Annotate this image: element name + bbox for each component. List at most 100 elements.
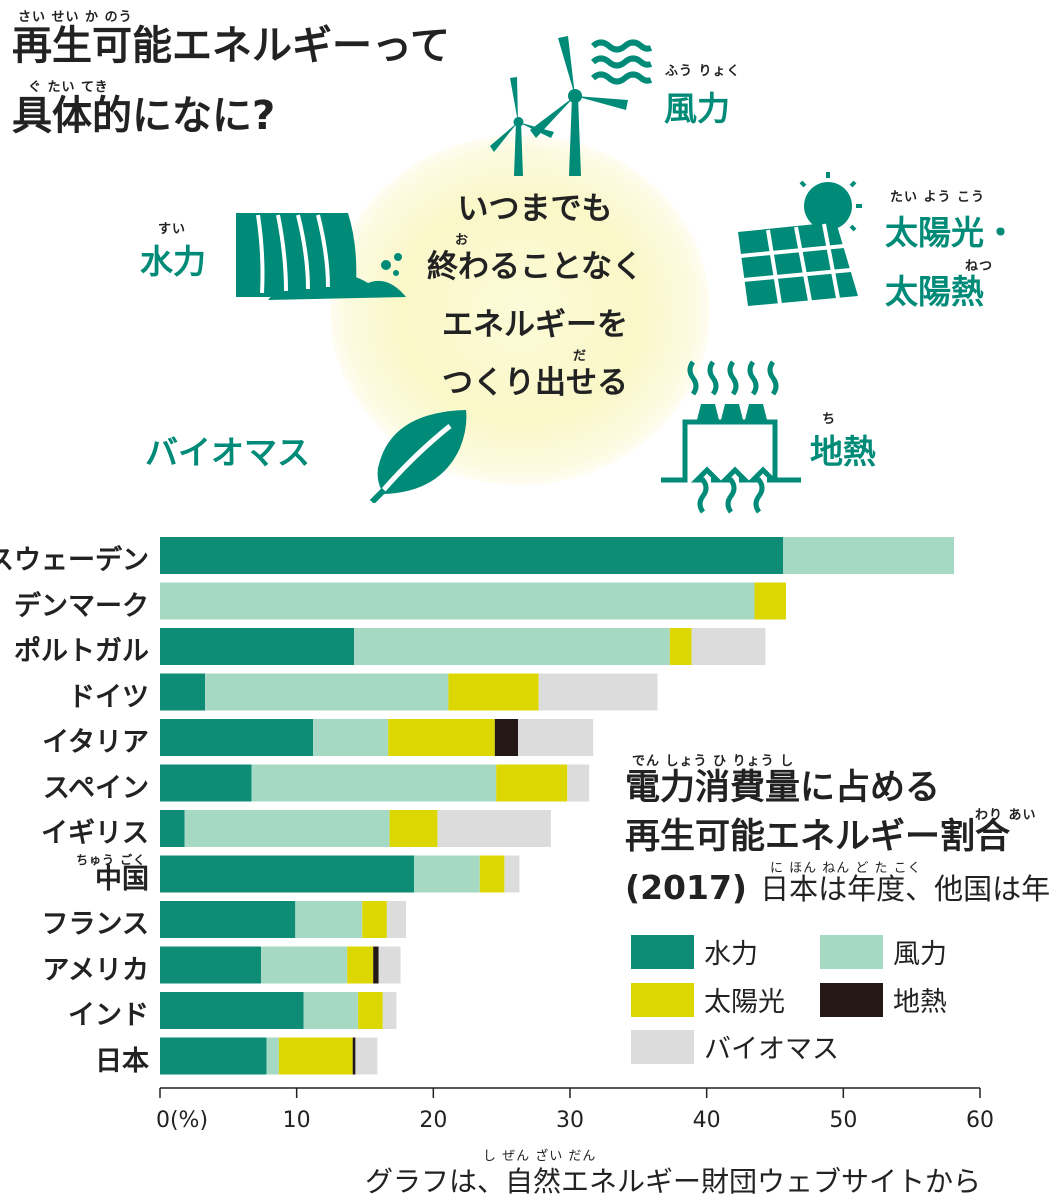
bar-segment <box>160 810 185 847</box>
country-label: デンマーク <box>14 590 149 622</box>
geothermal-label: 地熱 <box>810 432 876 471</box>
bar-segment <box>261 946 348 984</box>
headline-line-2: 具体的になに? <box>12 93 276 139</box>
bar-segment <box>160 719 314 756</box>
waterfall-icon <box>236 213 406 300</box>
center-glow <box>330 135 710 485</box>
bar-segment <box>389 810 438 847</box>
bar-segment <box>160 628 355 665</box>
headline-ruby-1: さい せい か のう <box>18 10 133 25</box>
bar-segment <box>352 1037 356 1075</box>
bar-segment <box>386 901 406 938</box>
bar-segment <box>160 901 296 938</box>
source-ruby: し ぜん ざい だん <box>483 1149 597 1164</box>
bar-segment <box>437 810 551 847</box>
center-message-line-4: つくり出せる <box>442 365 628 401</box>
country-label: インド <box>68 1000 149 1031</box>
legend-swatch <box>631 1029 694 1064</box>
bar-segment <box>538 673 658 711</box>
panel-title-line-2: 再生可能エネルギー割合 <box>625 817 1011 857</box>
panel-ruby-1: でん しょう ひ りょう し <box>632 754 795 769</box>
legend-item: 水力 <box>631 932 758 971</box>
x-tick-label: 10 <box>282 1108 311 1133</box>
biomass-label: バイオマス <box>145 433 310 472</box>
bar-segment <box>494 719 519 756</box>
bar-segment <box>251 764 497 802</box>
legend-label: バイオマス <box>704 1034 839 1065</box>
bar-segment <box>414 855 480 893</box>
legend-swatch <box>631 982 694 1017</box>
bar-segment <box>358 992 383 1029</box>
legend-swatch <box>631 934 694 969</box>
bar-segment <box>691 628 766 665</box>
legend-swatch <box>820 934 883 969</box>
bar-segment <box>160 673 206 711</box>
center-message-line-3: エネルギーを <box>442 307 628 343</box>
bar-segment <box>382 992 397 1029</box>
bar-segment <box>160 537 784 574</box>
headline-line-1: 再生可能エネルギーって <box>12 23 450 69</box>
bar-segment <box>313 719 389 756</box>
legend-item: 太陽光 <box>631 980 785 1019</box>
wind-ruby: ふう りょく <box>665 64 741 79</box>
center-message: いつまでも 終わることなく エネルギーを つくり出せる <box>390 180 680 412</box>
solar-label-1: 太陽光・ <box>885 213 1017 252</box>
bar-segment <box>355 1037 378 1075</box>
wind-turbine-icon <box>490 36 653 176</box>
x-tick-label: 30 <box>556 1108 584 1133</box>
bar-segment <box>754 582 786 620</box>
panel-title-line-1: 電力消費量に占める <box>625 768 941 808</box>
bar-segment <box>504 855 520 893</box>
china-ruby: ちゅう ごく <box>76 853 147 867</box>
legend-swatch <box>820 982 883 1017</box>
panel-year-row: (2017) 日本は年度、他国は年 <box>625 866 1050 908</box>
bar-segment <box>448 673 539 711</box>
solar-ruby-1: たい よう こう <box>890 190 986 205</box>
bar-segment <box>354 628 670 665</box>
bar-segment <box>378 946 401 984</box>
hydro-ruby: すい <box>158 222 187 237</box>
country-label: アメリカ <box>42 954 149 986</box>
solar-panel-icon <box>738 172 862 306</box>
country-label: イギリス <box>41 818 149 849</box>
country-label: フランス <box>41 909 149 940</box>
leaf-icon <box>370 410 467 503</box>
x-tick-label: 50 <box>829 1108 858 1133</box>
bar-segment <box>160 992 304 1029</box>
bar-segment <box>347 946 374 984</box>
country-label: イタリア <box>42 727 149 758</box>
center-message-line-2: 終わることなく <box>426 249 644 285</box>
bar-segment <box>278 1037 353 1075</box>
geothermal-plant-icon <box>661 360 801 514</box>
x-tick-label: 20 <box>419 1108 448 1133</box>
bar-segment <box>388 719 495 756</box>
legend-item: 風力 <box>820 932 947 971</box>
bar-segment <box>496 764 568 802</box>
country-label: スウェーデン <box>0 545 149 576</box>
panel-ruby-2: わり あい <box>975 808 1037 823</box>
country-label: スペイン <box>42 772 149 804</box>
bar-segment <box>479 855 505 893</box>
bar-segment <box>266 1037 279 1075</box>
bar-segment <box>160 582 755 620</box>
solar-label-2: 太陽熱 <box>885 272 984 311</box>
legend-label: 水力 <box>704 939 758 970</box>
headline-ruby-2: ぐ たい てき <box>28 80 109 95</box>
country-label: ドイツ <box>68 681 149 713</box>
bar-segment <box>160 855 415 893</box>
legend-item: 地熱 <box>820 980 947 1019</box>
bar-segment <box>362 901 387 938</box>
bar-segment <box>518 719 594 756</box>
solar-ruby-2: ねつ <box>965 259 994 274</box>
x-tick-label: 40 <box>692 1108 721 1133</box>
legend-label: 地熱 <box>893 987 947 1018</box>
legend-label: 太陽光 <box>704 987 785 1018</box>
legend-label: 風力 <box>893 939 947 970</box>
bar-segment <box>295 901 363 938</box>
bar-segment <box>783 537 955 574</box>
panel-year: (2017) <box>625 868 748 907</box>
country-label: 中国 <box>95 863 149 895</box>
geothermal-ruby: ち <box>822 412 837 427</box>
x-tick-label: 0(%) <box>155 1108 209 1133</box>
bar-segment <box>669 628 692 665</box>
